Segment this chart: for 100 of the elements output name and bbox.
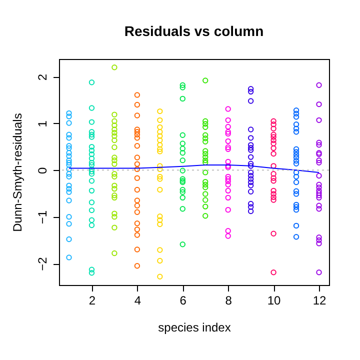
- point: [225, 194, 231, 201]
- point: [112, 154, 118, 160]
- point: [270, 140, 276, 146]
- point: [157, 129, 163, 135]
- point: [270, 126, 276, 132]
- line-series: [68, 164, 320, 173]
- point: [202, 118, 208, 124]
- point: [202, 182, 208, 188]
- y-tick-label: −1: [36, 210, 50, 224]
- point: [88, 168, 95, 174]
- point: [180, 206, 186, 212]
- point: [316, 172, 322, 179]
- point: [134, 92, 140, 98]
- point: [88, 151, 95, 158]
- point: [316, 140, 322, 146]
- y-tick-label: 2: [36, 74, 50, 81]
- point: [248, 160, 254, 166]
- point: [134, 166, 140, 172]
- point: [293, 158, 300, 164]
- point: [66, 135, 72, 141]
- point: [112, 118, 118, 124]
- point: [157, 108, 163, 114]
- x-tick-label: 6: [180, 294, 187, 308]
- point: [248, 172, 254, 179]
- point: [134, 232, 140, 238]
- point: [316, 157, 322, 164]
- x-tick-label: 12: [312, 294, 326, 308]
- point: [248, 147, 254, 153]
- point: [66, 174, 72, 180]
- point: [248, 179, 254, 186]
- point: [270, 132, 276, 138]
- x-tick-label: 4: [134, 294, 142, 308]
- point: [293, 174, 300, 180]
- point: [270, 118, 276, 124]
- point: [112, 224, 118, 230]
- point: [88, 156, 95, 162]
- point: [134, 143, 140, 149]
- point: [88, 270, 95, 276]
- point: [180, 146, 186, 152]
- point: [88, 207, 95, 214]
- point: [157, 258, 163, 264]
- point: [225, 233, 231, 239]
- point: [134, 132, 140, 138]
- point: [66, 171, 72, 177]
- point: [157, 274, 163, 280]
- point: [270, 150, 276, 157]
- point: [202, 204, 208, 210]
- point: [180, 150, 186, 156]
- point: [88, 132, 95, 138]
- point: [180, 242, 186, 248]
- point: [202, 197, 208, 203]
- point: [157, 176, 163, 182]
- point: [316, 182, 322, 188]
- point: [66, 114, 72, 120]
- point: [293, 154, 300, 160]
- point: [88, 134, 95, 140]
- point: [157, 214, 163, 220]
- point: [157, 186, 163, 193]
- point: [248, 163, 254, 169]
- point: [180, 176, 186, 182]
- point: [293, 160, 300, 166]
- point: [112, 161, 118, 167]
- point: [270, 137, 276, 144]
- point: [248, 182, 254, 188]
- point: [134, 186, 140, 193]
- point: [66, 160, 72, 166]
- point: [66, 153, 72, 159]
- point: [88, 80, 95, 86]
- point: [270, 163, 276, 169]
- point: [134, 102, 140, 108]
- point: [202, 213, 208, 219]
- point: [112, 137, 118, 144]
- point: [112, 133, 118, 139]
- point: [66, 198, 72, 204]
- point: [202, 121, 208, 127]
- point: [134, 112, 140, 118]
- point: [112, 214, 118, 220]
- point: [134, 198, 140, 204]
- point: [270, 197, 276, 203]
- point: [293, 146, 300, 152]
- point: [248, 208, 254, 214]
- point: [225, 178, 231, 184]
- point: [88, 119, 95, 125]
- point: [293, 129, 300, 135]
- point: [270, 230, 276, 236]
- point: [316, 234, 322, 240]
- point: [157, 117, 163, 124]
- point: [66, 186, 72, 192]
- point: [316, 117, 322, 124]
- point: [202, 154, 208, 160]
- point: [316, 237, 322, 244]
- point: [112, 192, 118, 198]
- point: [180, 168, 186, 174]
- point: [316, 202, 322, 208]
- point: [134, 126, 140, 132]
- point: [248, 88, 254, 95]
- point: [134, 220, 140, 226]
- point: [293, 206, 300, 213]
- point: [202, 170, 208, 176]
- point: [225, 158, 231, 165]
